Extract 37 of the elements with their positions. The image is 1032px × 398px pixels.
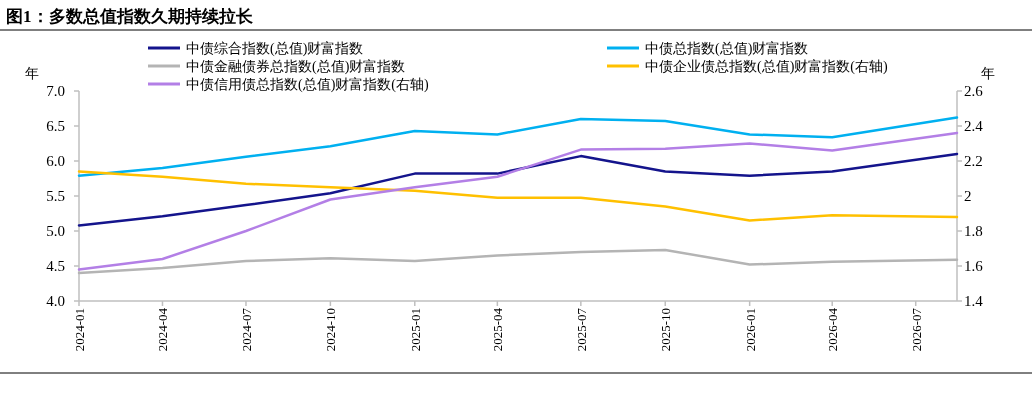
y2-tick-label: 2.2 xyxy=(964,153,983,169)
legend-label: 中债企业债总指数(总值)财富指数(右轴) xyxy=(645,59,888,75)
x-tick-label: 2026-07 xyxy=(908,307,924,352)
x-tick-label: 2024-04 xyxy=(155,307,171,352)
y-tick-label: 4.5 xyxy=(46,258,65,274)
line-series xyxy=(77,131,959,271)
legend-label: 中债信用债总指数(总值)财富指数(右轴) xyxy=(186,77,429,93)
y2-tick-label: 1.8 xyxy=(964,223,983,239)
x-tick-label: 2025-04 xyxy=(490,307,506,352)
y-tick-label: 4.0 xyxy=(46,293,65,309)
y-tick-label: 5.0 xyxy=(46,223,65,239)
y2-tick-label: 2 xyxy=(964,188,972,204)
x-tick-label: 2024-07 xyxy=(238,307,254,352)
x-tick-label: 2026-01 xyxy=(742,308,758,352)
y-tick-label: 6.0 xyxy=(46,153,65,169)
legend-label: 中债金融债券总指数(总值)财富指数 xyxy=(186,59,406,75)
x-tick-label: 2025-10 xyxy=(658,308,674,352)
x-tick-label: 2025-01 xyxy=(407,308,423,352)
x-tick-label: 2026-04 xyxy=(825,307,841,352)
y2-tick-label: 2.6 xyxy=(964,83,984,99)
legend-label: 中债综合指数(总值)财富指数 xyxy=(186,41,364,57)
x-tick-label: 2024-10 xyxy=(323,308,339,352)
line-series xyxy=(77,152,959,227)
title: 图1：多数总值指数久期持续拉长 xyxy=(6,7,253,26)
legend-label: 中债总指数(总值)财富指数 xyxy=(645,41,809,57)
y-tick-label: 7.0 xyxy=(46,83,65,99)
line-series xyxy=(77,116,959,177)
y2-tick-label: 2.4 xyxy=(964,118,984,134)
y2-tick-label: 1.6 xyxy=(964,258,984,274)
line-series xyxy=(77,170,959,222)
y2-tick-label: 1.4 xyxy=(964,293,984,309)
y-axis-title: 年 xyxy=(25,66,39,81)
y-tick-label: 6.5 xyxy=(46,118,65,134)
x-tick-label: 2025-07 xyxy=(573,307,589,352)
x-tick-label: 2024-01 xyxy=(72,308,87,352)
y2-axis-title: 年 xyxy=(981,66,995,81)
y-tick-label: 5.5 xyxy=(46,188,65,204)
